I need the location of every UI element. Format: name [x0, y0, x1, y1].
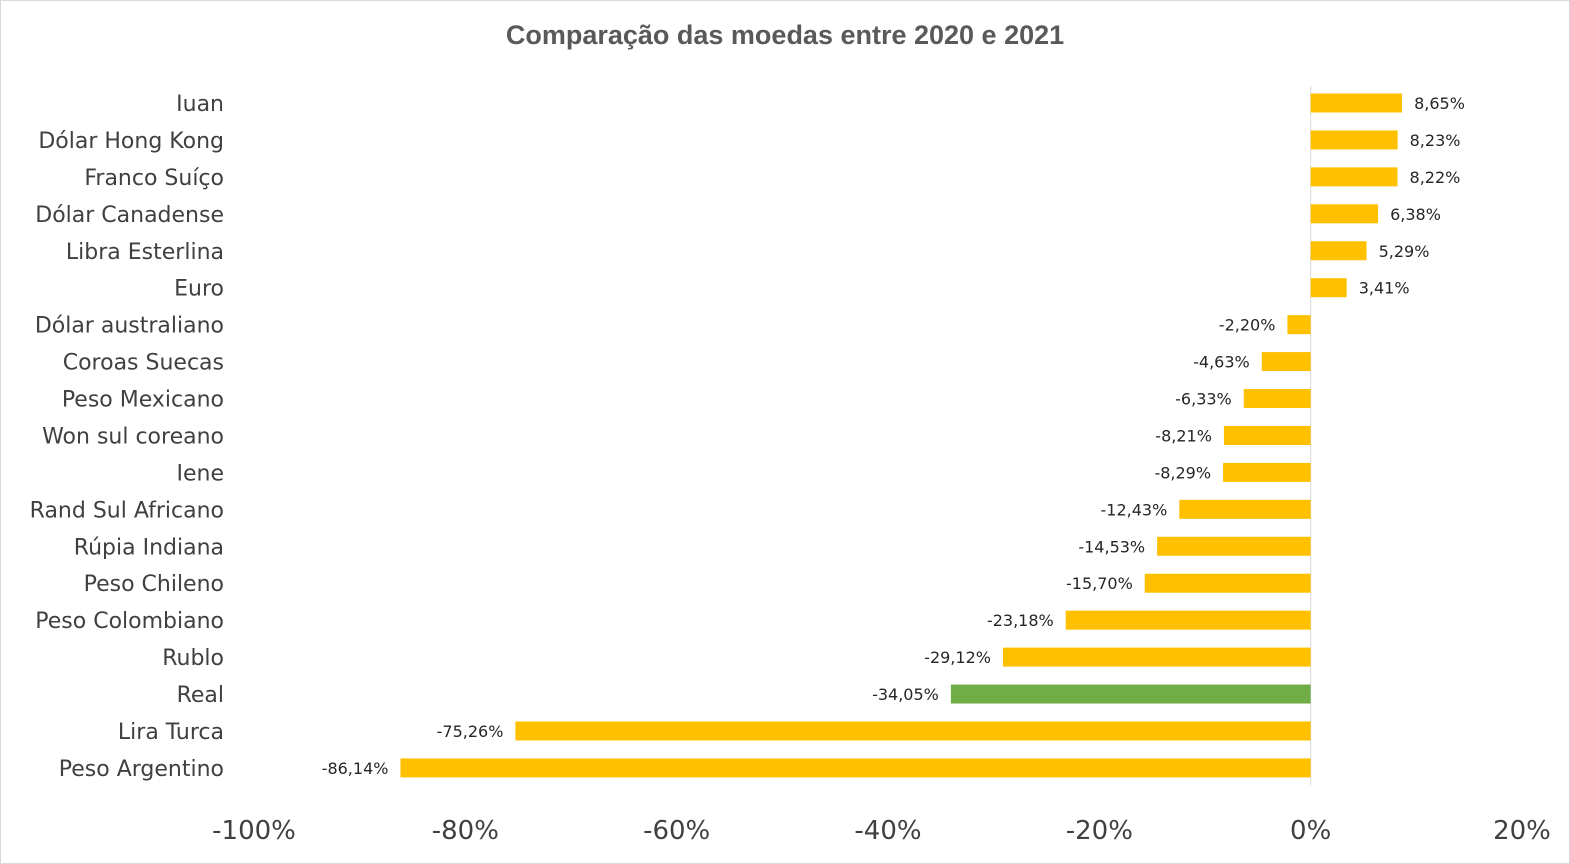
bar: [1144, 573, 1311, 593]
bar: [515, 721, 1311, 741]
data-label: 8,22%: [1410, 168, 1461, 187]
category-label: Franco Suíço: [84, 166, 224, 191]
category-label: Lira Turca: [118, 720, 224, 745]
data-label: -6,33%: [1175, 390, 1232, 409]
data-label: 6,38%: [1390, 205, 1441, 224]
category-label: Peso Mexicano: [62, 388, 224, 413]
data-label: -12,43%: [1101, 500, 1168, 519]
category-label: Real: [177, 683, 224, 708]
category-label: Won sul coreano: [42, 424, 224, 449]
bar: [1065, 610, 1311, 630]
category-label: Euro: [174, 277, 224, 302]
category-label: Peso Colombiano: [35, 609, 224, 634]
data-label: -8,29%: [1154, 463, 1211, 482]
category-label: Dólar Hong Kong: [38, 129, 224, 154]
bar: [1002, 647, 1311, 667]
bar: [400, 758, 1311, 778]
bar: [1179, 499, 1311, 519]
x-tick-label: 0%: [1290, 816, 1331, 846]
bars-group: [400, 93, 1403, 778]
category-label: Rublo: [162, 646, 224, 671]
data-label: -86,14%: [322, 759, 389, 778]
bar: [1310, 167, 1398, 187]
x-tick-label: -80%: [432, 816, 499, 846]
x-axis-ticks: -100% -80% -60% -40% -20% 0% 20%: [212, 816, 1551, 846]
bar: [1310, 93, 1403, 113]
data-labels: 8,65% 8,23% 8,22% 6,38% 5,29% 3,41% -2,20% -4,6…: [322, 94, 1465, 778]
data-label: -8,21%: [1155, 426, 1212, 445]
bar: [950, 684, 1311, 704]
data-label: 8,23%: [1410, 131, 1461, 150]
category-label: Rúpia Indiana: [74, 535, 224, 560]
chart-title: Comparação das moedas entre 2020 e 2021: [505, 20, 1065, 50]
data-label: -29,12%: [924, 648, 991, 667]
category-label: Libra Esterlina: [66, 240, 224, 265]
bar: [1243, 389, 1311, 409]
data-label: 3,41%: [1359, 279, 1410, 298]
bar: [1310, 130, 1398, 150]
data-label: -4,63%: [1193, 353, 1250, 372]
bar: [1157, 536, 1311, 556]
data-label: -34,05%: [872, 685, 939, 704]
category-label: Iene: [176, 461, 224, 486]
category-label: Iuan: [176, 92, 224, 117]
category-label: Coroas Suecas: [63, 351, 224, 376]
category-labels: Iuan Dólar Hong Kong Franco Suíço Dólar Can…: [30, 92, 224, 782]
x-tick-label: -100%: [212, 816, 296, 846]
bar: [1287, 315, 1311, 335]
category-label: Peso Argentino: [59, 757, 224, 782]
bar: [1261, 352, 1311, 372]
data-label: -14,53%: [1078, 537, 1145, 556]
category-label: Dólar Canadense: [35, 203, 224, 228]
bar: [1223, 425, 1311, 445]
bar: [1310, 204, 1379, 224]
data-label: -15,70%: [1066, 574, 1133, 593]
data-label: -75,26%: [437, 722, 504, 741]
x-tick-label: 20%: [1493, 816, 1551, 846]
category-label: Peso Chileno: [84, 572, 224, 597]
category-label: Rand Sul Africano: [30, 498, 224, 523]
bar: [1310, 241, 1367, 261]
bar: [1223, 462, 1311, 482]
data-label: -23,18%: [987, 611, 1054, 630]
bar: [1310, 278, 1347, 298]
x-tick-label: -20%: [1066, 816, 1133, 846]
category-label: Dólar australiano: [35, 314, 224, 339]
data-label: 5,29%: [1379, 242, 1430, 261]
x-tick-label: -40%: [854, 816, 921, 846]
data-label: 8,65%: [1414, 94, 1465, 113]
data-label: -2,20%: [1219, 316, 1276, 335]
x-tick-label: -60%: [643, 816, 710, 846]
